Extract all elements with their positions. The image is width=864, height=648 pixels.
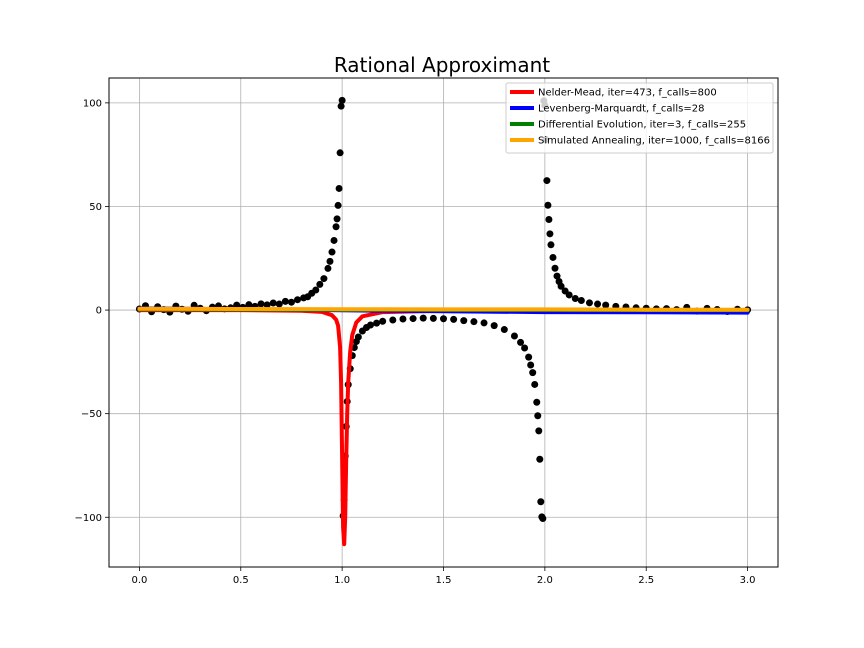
y-tick-label: −100: [75, 513, 102, 524]
legend: Nelder-Mead, iter=473, f_calls=800 Levenb…: [505, 82, 774, 154]
y-tick-label: 50: [89, 202, 102, 213]
data-point: [328, 248, 336, 256]
data-point: [460, 317, 468, 325]
data-point: [553, 272, 561, 280]
data-point: [429, 314, 437, 322]
data-point: [334, 201, 342, 209]
data-point: [500, 326, 508, 334]
data-point: [510, 332, 518, 340]
data-point: [585, 299, 593, 307]
x-tick-label: 1.0: [334, 575, 350, 586]
data-point: [233, 301, 241, 309]
data-point: [525, 353, 533, 361]
data-point: [294, 296, 302, 304]
series-line: [137, 306, 750, 312]
x-tick-label: 0.0: [131, 575, 147, 586]
y-axis: −100 −50 0 50 100: [75, 98, 109, 524]
data-point: [269, 299, 277, 307]
data-point: [537, 498, 545, 506]
data-point: [547, 241, 555, 249]
y-tick-label: 0: [96, 306, 102, 317]
x-tick-label: 2.0: [537, 575, 553, 586]
x-tick-label: 0.5: [233, 575, 249, 586]
data-point: [594, 300, 602, 308]
data-point: [440, 315, 447, 323]
y-tick-label: −50: [81, 409, 102, 420]
scatter-points: [135, 96, 752, 523]
data-point: [332, 223, 340, 231]
data-point: [320, 275, 328, 283]
x-tick-label: 3.0: [740, 575, 756, 586]
fit-lines: [137, 306, 750, 547]
data-point: [287, 298, 295, 306]
data-point: [602, 301, 610, 309]
data-point: [281, 297, 289, 305]
data-point: [338, 96, 346, 104]
data-point: [245, 301, 253, 309]
data-point: [326, 257, 334, 265]
data-point: [337, 102, 345, 110]
data-point: [527, 361, 535, 369]
legend-label: Differential Evolution, iter=3, f_calls=…: [538, 120, 746, 131]
data-point: [535, 427, 543, 435]
legend-box: [505, 82, 774, 154]
data-point: [565, 291, 573, 299]
data-point: [549, 253, 557, 261]
data-point: [316, 280, 324, 288]
data-point: [577, 297, 585, 305]
y-tick-label: 100: [83, 98, 102, 109]
data-point: [546, 230, 554, 238]
data-point: [333, 215, 341, 223]
data-point: [545, 216, 553, 224]
data-point: [543, 177, 551, 185]
data-point: [450, 315, 458, 323]
data-point: [480, 319, 488, 327]
data-point: [529, 369, 537, 377]
legend-label: Nelder-Mead, iter=473, f_calls=800: [538, 88, 717, 99]
data-point: [312, 286, 320, 294]
data-point: [257, 300, 265, 308]
data-point: [539, 515, 547, 523]
data-point: [419, 314, 427, 322]
data-point: [354, 333, 362, 341]
data-point: [557, 282, 565, 290]
data-point: [263, 301, 271, 309]
data-point: [373, 319, 381, 327]
data-point: [534, 412, 542, 420]
data-point: [521, 344, 529, 352]
data-point: [536, 455, 544, 463]
data-point: [470, 318, 478, 326]
data-point: [330, 236, 338, 244]
data-point: [551, 264, 559, 272]
legend-label: Simulated Annealing, iter=1000, f_calls=…: [538, 136, 770, 147]
data-point: [335, 184, 343, 192]
data-point: [399, 315, 407, 323]
data-point: [379, 317, 387, 325]
chart-title: Rational Approximant: [334, 53, 550, 77]
data-point: [517, 338, 525, 346]
data-point: [275, 300, 283, 308]
data-point: [389, 316, 397, 324]
data-point: [367, 321, 375, 329]
data-point: [336, 149, 344, 157]
data-point: [409, 315, 417, 323]
data-point: [533, 398, 541, 406]
x-tick-label: 2.5: [638, 575, 654, 586]
data-point: [571, 294, 579, 302]
x-tick-label: 1.5: [436, 575, 452, 586]
data-point: [324, 264, 332, 272]
data-point: [531, 380, 539, 388]
data-point: [544, 201, 552, 209]
data-point: [490, 322, 498, 330]
legend-label: Levenberg-Marquardt, f_calls=28: [538, 104, 704, 115]
x-axis: 0.0 0.5 1.0 1.5 2.0 2.5 3.0: [131, 567, 756, 586]
